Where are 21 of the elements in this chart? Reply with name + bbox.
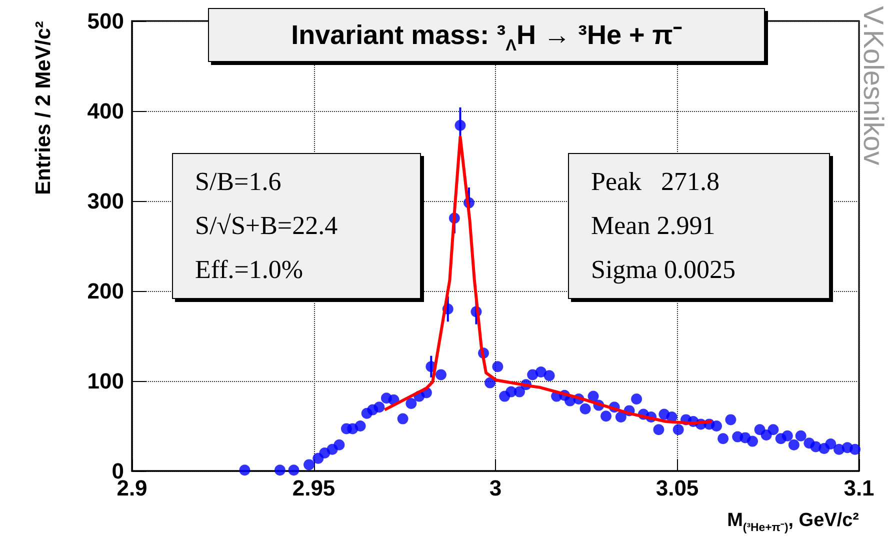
x-tick-label: 2.95 <box>292 476 336 500</box>
x-axis-title: M$_{(³He+π⁻)}$, GeV/c² <box>727 510 859 534</box>
y-tick-label: 300 <box>87 188 124 214</box>
y-tick-label: 500 <box>87 8 124 34</box>
annotation: Peak 271.8 <box>591 166 721 198</box>
annotation: Sigma 0.0025 <box>591 254 736 286</box>
y-tick-label: 200 <box>87 278 124 304</box>
x-tick-label: 3.05 <box>656 476 699 500</box>
annotation: Eff.=1.0% <box>195 254 304 286</box>
annotation: Mean 2.991 <box>591 210 716 242</box>
annotation: S/√S+B=22.4 <box>195 210 339 242</box>
text-panel: Peak 271.8 Mean 2.991 Sigma 0.0025 <box>568 153 830 299</box>
text-panel: Invariant mass: ³$_{Λ}$H → ³He + π⁻ <box>208 8 765 62</box>
y-tick-label: 100 <box>87 368 124 394</box>
y-tick-label: 400 <box>87 98 124 124</box>
annotation: S/B=1.6 <box>195 166 282 198</box>
x-tick-label: 3 <box>489 476 502 500</box>
x-tick-label: 3.1 <box>844 476 874 500</box>
y-axis-title: Entries / 2 MeV/c² <box>32 21 55 195</box>
text-panel: S/B=1.6 S/√S+B=22.4 Eff.=1.0% <box>172 153 421 299</box>
annotation: V.Kolesnikov <box>857 6 889 166</box>
